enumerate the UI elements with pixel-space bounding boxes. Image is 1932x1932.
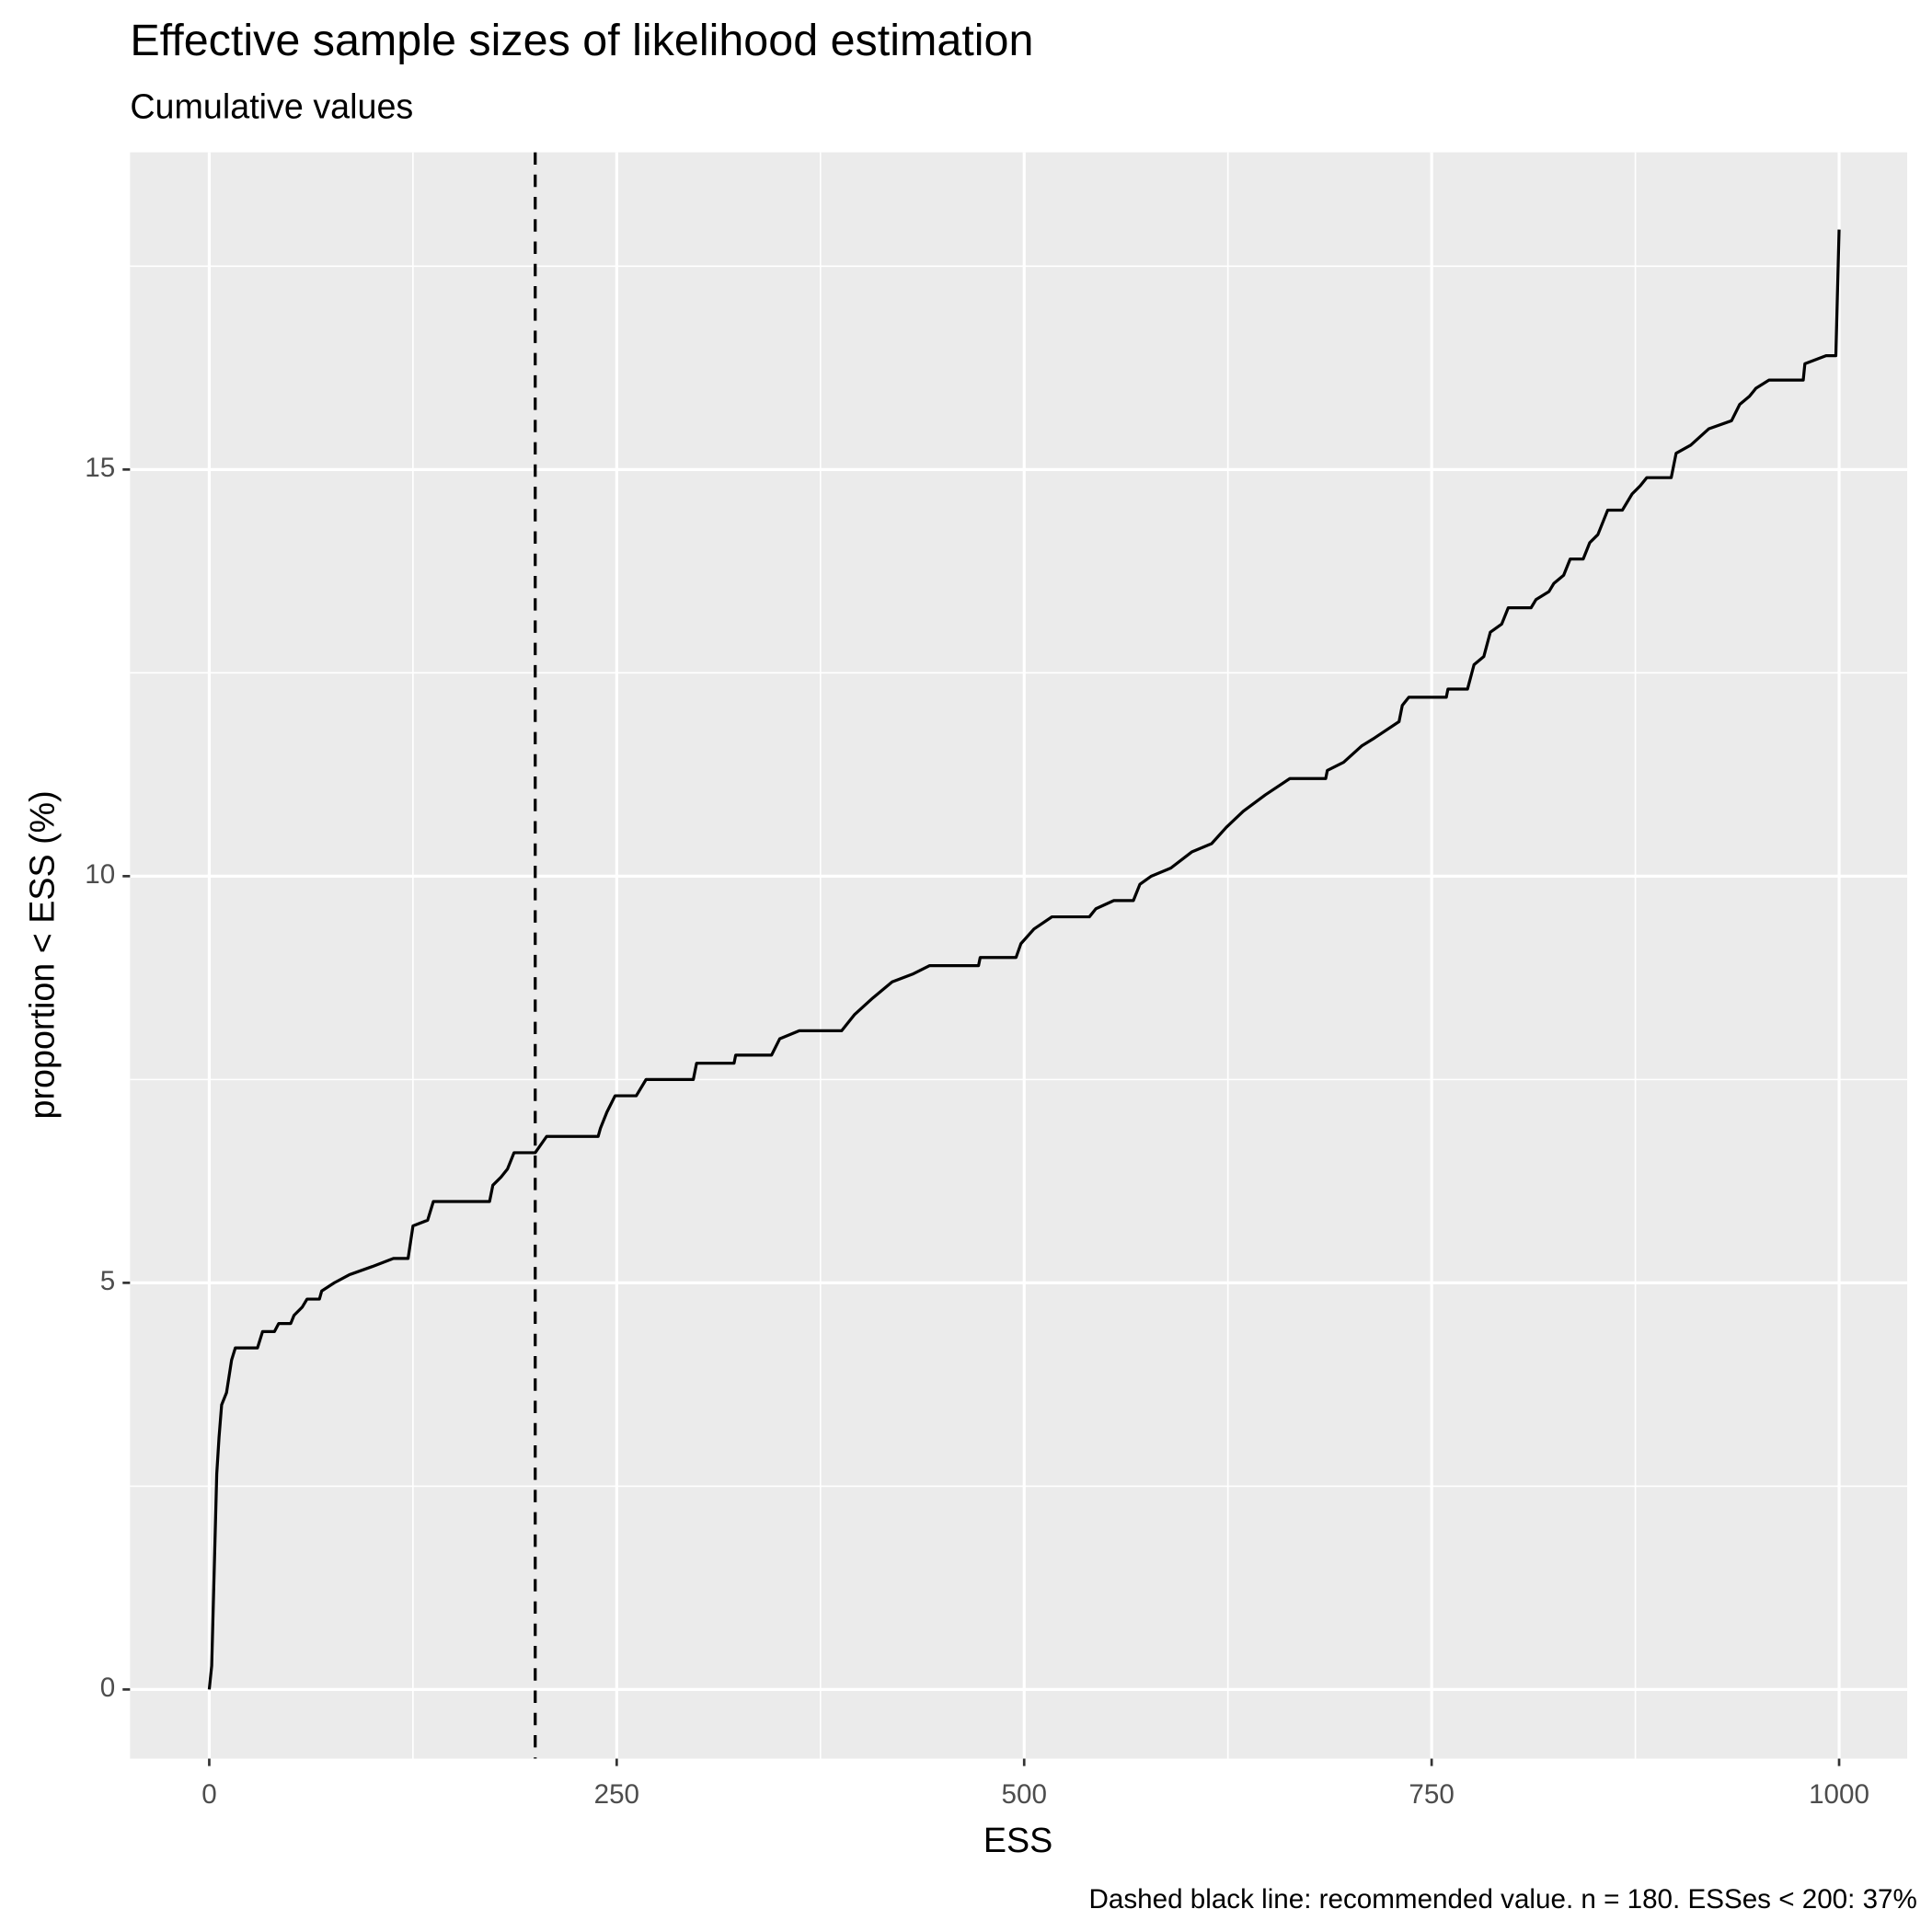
x-axis-title: ESS — [983, 1821, 1052, 1859]
grid — [130, 152, 1908, 1759]
y-tick-label: 5 — [100, 1266, 115, 1296]
caption: Dashed black line: recommended value. n … — [1088, 1884, 1916, 1915]
chart-subtitle: Cumulative values — [130, 86, 413, 125]
y-tick-label: 10 — [85, 859, 115, 890]
y-axis-title: proportion < ESS (%) — [22, 790, 61, 1119]
x-tick-label: 250 — [594, 1779, 639, 1810]
x-tick-label: 0 — [201, 1779, 216, 1810]
y-tick-label: 15 — [85, 453, 115, 483]
x-tick-label: 500 — [1002, 1779, 1047, 1810]
panel — [130, 152, 1908, 1759]
y-tick-label: 0 — [100, 1673, 115, 1703]
data-line — [207, 229, 1841, 1690]
x-tick-label: 1000 — [1809, 1779, 1869, 1810]
x-tick-label: 750 — [1409, 1779, 1454, 1810]
chart-title: Effective sample sizes of likelihood est… — [130, 16, 1033, 65]
marks — [207, 152, 1841, 1759]
